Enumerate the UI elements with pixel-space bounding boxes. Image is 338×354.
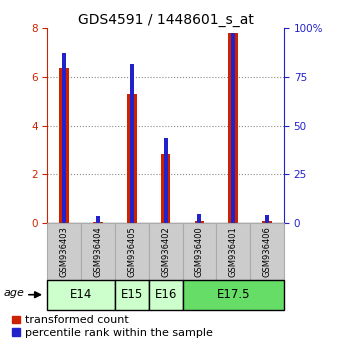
Bar: [228, 33, 238, 223]
Bar: [161, 154, 170, 223]
Text: E16: E16: [154, 288, 177, 301]
Text: GSM936400: GSM936400: [195, 226, 204, 277]
Text: age: age: [3, 288, 24, 298]
Text: E17.5: E17.5: [216, 288, 250, 301]
Bar: [96, 216, 100, 223]
Bar: [93, 222, 103, 223]
Text: GSM936402: GSM936402: [161, 226, 170, 277]
Bar: [149, 223, 183, 280]
Bar: [115, 280, 149, 310]
Bar: [127, 94, 137, 223]
Bar: [115, 223, 149, 280]
Text: E14: E14: [70, 288, 92, 301]
Text: GSM936404: GSM936404: [94, 226, 102, 277]
Title: GDS4591 / 1448601_s_at: GDS4591 / 1448601_s_at: [78, 13, 254, 27]
Bar: [231, 33, 235, 223]
Bar: [130, 64, 134, 223]
Bar: [47, 280, 115, 310]
Bar: [59, 68, 69, 223]
Bar: [81, 223, 115, 280]
Text: GSM936406: GSM936406: [263, 226, 271, 277]
Bar: [265, 215, 269, 223]
Legend: transformed count, percentile rank within the sample: transformed count, percentile rank withi…: [12, 315, 212, 338]
Bar: [149, 280, 183, 310]
Bar: [195, 221, 204, 223]
Bar: [250, 223, 284, 280]
Bar: [183, 223, 216, 280]
Bar: [164, 138, 168, 223]
Text: E15: E15: [121, 288, 143, 301]
Text: GSM936401: GSM936401: [229, 226, 238, 277]
Bar: [197, 214, 201, 223]
Text: GSM936403: GSM936403: [60, 226, 69, 277]
Bar: [62, 53, 66, 223]
Bar: [262, 221, 272, 223]
Bar: [47, 223, 81, 280]
Bar: [216, 223, 250, 280]
Text: GSM936405: GSM936405: [127, 226, 136, 277]
Bar: [183, 280, 284, 310]
